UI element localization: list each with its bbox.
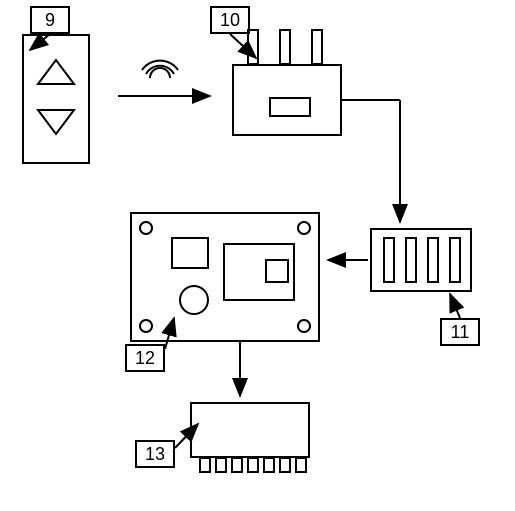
wifi-arc-2 [146,66,174,74]
label-10-text: 10 [220,10,240,31]
leader-10 [230,34,256,58]
pin-4 [248,458,258,472]
label-11: 11 [440,318,480,346]
leader-11 [450,294,460,318]
wifi-arc-1 [150,68,170,78]
label-10: 10 [210,6,250,34]
wifi-arc-3 [142,61,178,70]
connector-block [190,402,310,458]
remote-switch [22,34,90,164]
antenna-1 [248,30,258,64]
receiver-module [232,64,342,136]
label-12-text: 12 [135,348,155,369]
pin-3 [232,458,242,472]
pin-2 [216,458,226,472]
antenna-2 [280,30,290,64]
pin-1 [200,458,210,472]
controller-board [130,212,320,342]
label-12: 12 [125,344,165,372]
label-13-text: 13 [145,444,165,465]
label-9-text: 9 [45,10,55,31]
pin-6 [280,458,290,472]
pin-7 [296,458,306,472]
label-11-text: 11 [451,322,470,343]
pin-5 [264,458,274,472]
antenna-3 [312,30,322,64]
label-9: 9 [30,6,70,34]
relay-block [370,228,472,292]
label-13: 13 [135,440,175,468]
